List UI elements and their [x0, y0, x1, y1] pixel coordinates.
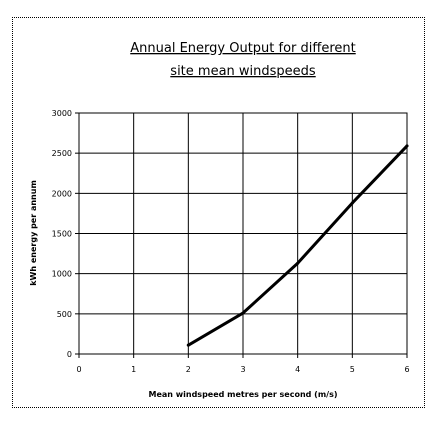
x-tick-label-5: 5: [350, 365, 355, 374]
y-tick-label-1: 500: [57, 310, 72, 319]
x-tick-label-2: 2: [186, 365, 191, 374]
chart-title-line-1: Annual Energy Output for different: [130, 41, 355, 56]
data-point-0-0: [186, 343, 190, 347]
series-layer: [186, 144, 409, 347]
y-tick-label-6: 3000: [52, 109, 72, 118]
x-tick-label-1: 1: [131, 365, 136, 374]
x-tick-label-3: 3: [240, 365, 245, 374]
x-axis-label: Mean windspeed metres per second (m/s): [148, 390, 337, 399]
x-tick-labels: 0 1 2 3 4 5 6: [76, 354, 410, 374]
y-tick-label-0: 0: [67, 350, 72, 359]
data-point-0-4: [405, 144, 409, 148]
x-tick-label-4: 4: [295, 365, 300, 374]
data-point-0-2: [296, 261, 300, 265]
y-tick-label-4: 2000: [52, 189, 72, 198]
data-point-0-3: [350, 201, 354, 205]
chart-title-line-2: site mean windspeeds: [170, 64, 316, 79]
y-tick-label-2: 1000: [52, 270, 72, 279]
grid: [78, 112, 408, 355]
y-axis-label: kWh energy per annum: [29, 180, 38, 286]
x-tick-label-0: 0: [76, 365, 81, 374]
y-tick-labels: 0 500 1000 1500 2000 2500 3000: [52, 109, 79, 359]
data-point-0-1: [241, 311, 245, 315]
y-tick-label-3: 1500: [52, 230, 72, 239]
x-tick-label-6: 6: [404, 365, 409, 374]
chart-frame: [12, 17, 425, 408]
y-tick-label-5: 2500: [52, 149, 72, 158]
